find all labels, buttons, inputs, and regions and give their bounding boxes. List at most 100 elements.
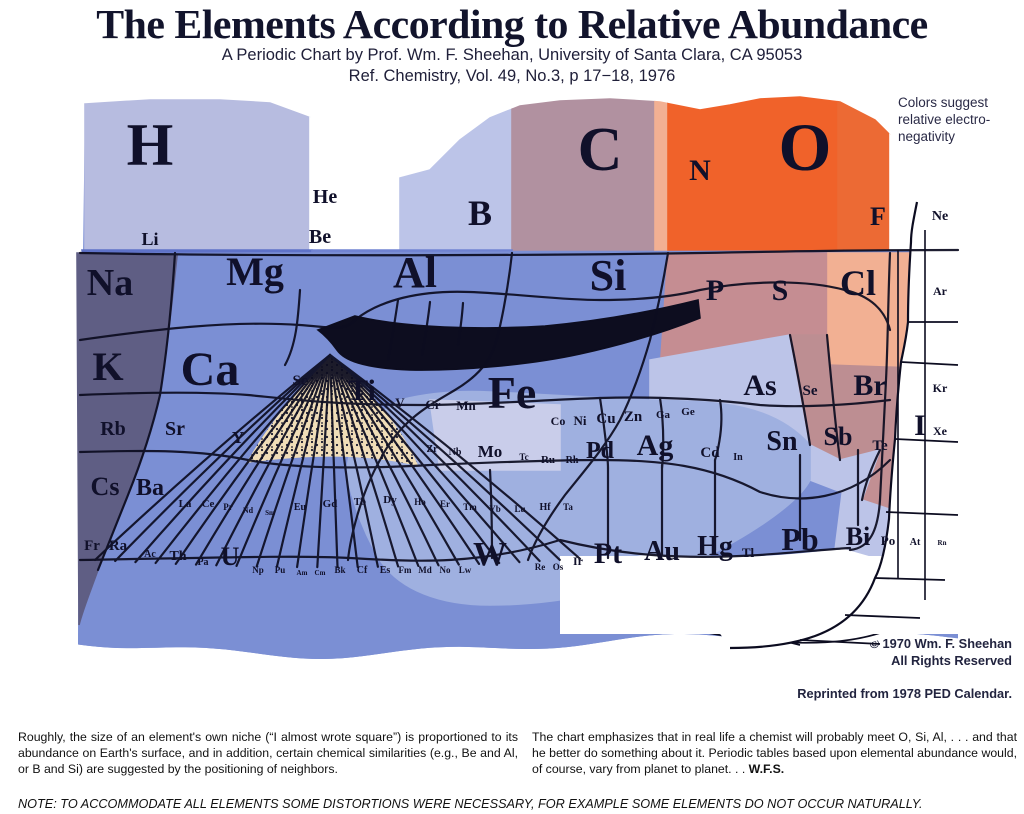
- svg-text:F: F: [870, 202, 886, 231]
- svg-text:Cf: Cf: [357, 565, 368, 576]
- svg-text:Nb: Nb: [449, 447, 462, 458]
- svg-text:As: As: [743, 369, 776, 402]
- svg-text:K: K: [92, 344, 123, 389]
- svg-text:W: W: [473, 536, 507, 573]
- svg-text:Lu: Lu: [514, 504, 525, 514]
- svg-text:Cs: Cs: [91, 472, 120, 501]
- svg-text:Ag: Ag: [637, 429, 674, 462]
- svg-text:Mo: Mo: [478, 442, 503, 461]
- svg-text:Ni: Ni: [574, 413, 587, 428]
- svg-text:Cm: Cm: [315, 569, 326, 577]
- svg-text:Y: Y: [232, 428, 244, 447]
- svg-text:Rn: Rn: [938, 539, 947, 547]
- svg-text:Fe: Fe: [488, 367, 537, 418]
- svg-text:Nd: Nd: [243, 506, 254, 515]
- svg-text:Pb: Pb: [781, 521, 818, 557]
- svg-text:O: O: [779, 109, 832, 185]
- svg-text:B: B: [468, 193, 492, 233]
- svg-text:Be: Be: [309, 226, 331, 248]
- svg-text:Au: Au: [644, 536, 680, 567]
- svg-text:Ge: Ge: [681, 406, 695, 418]
- svg-text:Ra: Ra: [109, 538, 128, 554]
- svg-text:Po: Po: [881, 533, 895, 548]
- svg-text:Pd: Pd: [586, 438, 615, 464]
- svg-text:At: At: [910, 537, 921, 548]
- svg-text:Tl: Tl: [742, 545, 755, 560]
- svg-text:Zr: Zr: [426, 444, 438, 455]
- svg-text:Tc: Tc: [519, 452, 528, 462]
- svg-text:Ac: Ac: [144, 549, 156, 560]
- svg-text:Al: Al: [393, 248, 437, 297]
- svg-text:Ir: Ir: [573, 554, 584, 568]
- svg-text:Sm: Sm: [265, 509, 275, 517]
- svg-text:Br: Br: [853, 369, 886, 402]
- svg-text:Tb: Tb: [354, 497, 367, 508]
- svg-text:Md: Md: [418, 565, 432, 575]
- svg-text:Sn: Sn: [766, 426, 798, 457]
- svg-text:Cl: Cl: [840, 263, 876, 303]
- svg-text:P: P: [706, 274, 724, 307]
- svg-text:Fm: Fm: [399, 565, 412, 575]
- svg-text:Pu: Pu: [275, 565, 286, 575]
- svg-text:Yb: Yb: [489, 504, 501, 514]
- svg-text:Ta: Ta: [563, 502, 573, 512]
- svg-text:Lw: Lw: [459, 565, 472, 575]
- svg-text:Ti: Ti: [348, 374, 376, 407]
- svg-text:Tm: Tm: [463, 502, 477, 512]
- svg-text:Xe: Xe: [933, 424, 948, 438]
- svg-text:Pr: Pr: [223, 502, 233, 512]
- svg-text:Kr: Kr: [933, 381, 948, 395]
- svg-text:Co: Co: [551, 414, 566, 428]
- svg-text:Es: Es: [380, 565, 391, 576]
- svg-text:Bi: Bi: [846, 522, 871, 551]
- svg-text:I: I: [914, 409, 926, 442]
- svg-text:Ho: Ho: [414, 497, 426, 507]
- svg-text:Rb: Rb: [100, 418, 126, 440]
- svg-text:H: H: [127, 112, 174, 178]
- svg-text:Os: Os: [553, 562, 564, 572]
- svg-text:Sc: Sc: [293, 373, 308, 389]
- svg-text:S: S: [772, 274, 789, 307]
- svg-text:Cr: Cr: [425, 397, 440, 412]
- svg-text:Ca: Ca: [181, 343, 240, 396]
- svg-text:Cd: Cd: [700, 445, 720, 461]
- svg-text:Fr: Fr: [84, 538, 100, 554]
- svg-text:Ru: Ru: [541, 454, 555, 466]
- svg-text:Hg: Hg: [697, 531, 733, 562]
- svg-text:Si: Si: [590, 251, 627, 300]
- svg-text:Mn: Mn: [456, 398, 476, 413]
- svg-text:U: U: [221, 542, 240, 571]
- svg-text:Li: Li: [141, 229, 158, 249]
- svg-text:Eu: Eu: [294, 502, 307, 513]
- svg-text:Rh: Rh: [566, 455, 579, 466]
- svg-text:Bk: Bk: [334, 565, 345, 575]
- svg-text:Se: Se: [803, 383, 818, 399]
- svg-text:No: No: [440, 565, 451, 575]
- svg-text:V: V: [395, 395, 405, 410]
- svg-text:Er: Er: [440, 499, 450, 509]
- svg-text:Sb: Sb: [824, 422, 853, 451]
- svg-text:Am: Am: [297, 569, 308, 577]
- svg-text:Ce: Ce: [202, 498, 215, 510]
- svg-text:Ga: Ga: [656, 409, 671, 421]
- svg-text:He: He: [313, 186, 338, 208]
- svg-text:Hf: Hf: [539, 502, 551, 513]
- svg-text:Ba: Ba: [136, 475, 164, 501]
- svg-text:C: C: [578, 116, 623, 184]
- svg-text:In: In: [733, 452, 743, 463]
- svg-text:Np: Np: [252, 565, 264, 575]
- svg-text:Na: Na: [87, 262, 133, 304]
- svg-text:Gd: Gd: [323, 498, 338, 510]
- svg-text:Ne: Ne: [932, 209, 948, 224]
- svg-text:Sr: Sr: [165, 418, 185, 440]
- svg-text:Ar: Ar: [933, 284, 948, 298]
- svg-text:Dy: Dy: [383, 494, 397, 506]
- svg-text:Pa: Pa: [197, 557, 208, 568]
- svg-text:N: N: [689, 154, 711, 187]
- svg-text:La: La: [179, 498, 192, 510]
- svg-text:Zn: Zn: [624, 409, 643, 425]
- svg-text:Te: Te: [872, 438, 888, 454]
- svg-text:Re: Re: [535, 562, 546, 572]
- svg-text:Mg: Mg: [226, 249, 284, 294]
- svg-text:Th: Th: [169, 549, 186, 564]
